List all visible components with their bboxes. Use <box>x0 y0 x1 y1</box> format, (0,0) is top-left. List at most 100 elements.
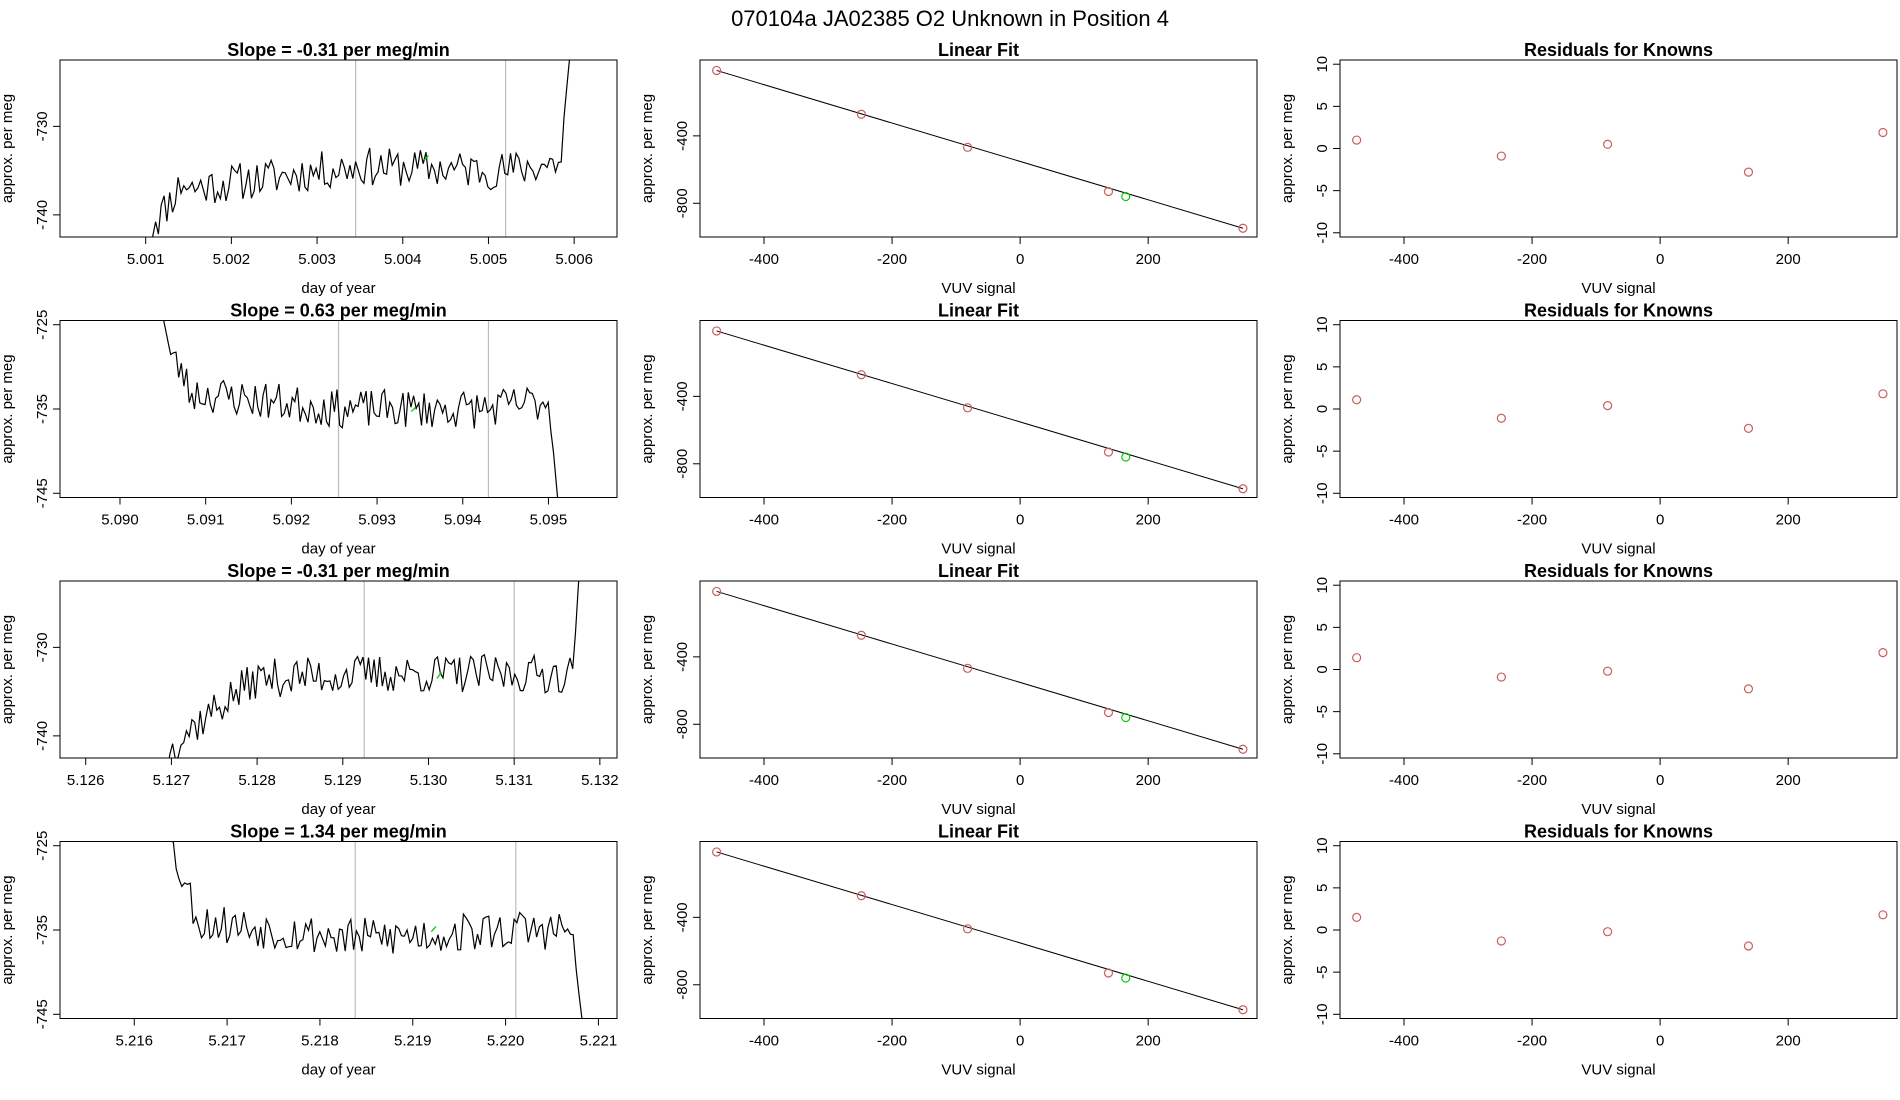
y-tick-label: -10 <box>1314 743 1331 765</box>
plot-area <box>712 847 1248 1015</box>
residuals-panel-4: Residuals for Knowns VUV signal approx. pe… <box>1279 822 1898 1079</box>
plot-frame <box>699 841 1258 1019</box>
residuals-panel-2: Residuals for Knowns VUV signal approx. pe… <box>1279 301 1898 558</box>
plot-frame <box>1339 580 1898 759</box>
known-point <box>1878 389 1888 399</box>
x-axis-label: day of year <box>301 1062 375 1079</box>
x-tick-label: 0 <box>1656 1033 1664 1050</box>
x-axis-label: day of year <box>301 541 375 558</box>
x-tick-label: -200 <box>1517 1033 1547 1050</box>
plot-area <box>712 65 1248 233</box>
panel-title: Slope = 0.63 per meg/min <box>230 301 447 321</box>
x-tick-label: -200 <box>1517 251 1547 268</box>
plot-frame <box>699 320 1258 498</box>
x-tick-label: -400 <box>749 512 779 529</box>
y-tick-label: -5 <box>1314 444 1331 457</box>
known-point <box>1103 968 1114 978</box>
plot-area <box>712 586 1248 754</box>
plot-frame <box>59 59 618 238</box>
panel-title: Linear Fit <box>938 40 1019 60</box>
drift-panel-4: Slope = 1.34 per meg/min day of year appro… <box>0 822 618 1079</box>
y-tick-label: -10 <box>1314 482 1331 504</box>
known-point <box>1878 127 1888 138</box>
y-tick-label: -740 <box>34 721 51 751</box>
y-axis-label: approx. per meg <box>639 615 656 724</box>
y-tick-label: 5 <box>1314 623 1331 631</box>
x-tick-label: 5.002 <box>213 251 251 268</box>
x-tick-label: 200 <box>1136 1033 1161 1050</box>
x-axis-label: VUV signal <box>1581 541 1655 558</box>
unknown-sample-segment <box>430 926 437 933</box>
known-point <box>1352 135 1362 145</box>
known-point <box>1603 666 1613 676</box>
y-axis-label: approx. per meg <box>0 875 16 984</box>
x-tick-label: 5.128 <box>238 772 276 789</box>
plot-frame <box>59 580 618 759</box>
known-point <box>1603 927 1613 937</box>
y-tick-label: -740 <box>34 200 51 230</box>
y-tick-label: 0 <box>1314 926 1331 934</box>
plot-area <box>712 326 1248 494</box>
panel-title: Slope = 1.34 per meg/min <box>230 822 447 842</box>
panel-title: Slope = -0.31 per meg/min <box>227 40 450 60</box>
linear-fit-panel-4: Linear Fit VUV signal approx. per meg -400 -… <box>639 822 1258 1079</box>
x-tick-label: 0 <box>1016 1033 1024 1050</box>
known-point <box>963 663 973 673</box>
known-point <box>963 924 973 934</box>
plot-frame <box>1339 320 1898 498</box>
known-point <box>1743 423 1754 433</box>
x-tick-label: 0 <box>1656 772 1664 789</box>
y-axis-label: approx. per meg <box>639 354 656 463</box>
known-point <box>1496 413 1506 423</box>
known-point <box>1878 910 1888 920</box>
plot-frame <box>59 841 618 1019</box>
x-tick-label: -400 <box>749 251 779 268</box>
fit-line <box>716 69 1244 229</box>
y-tick-label: -400 <box>674 902 691 932</box>
x-tick-label: 5.003 <box>298 251 336 268</box>
plot-area <box>1352 648 1888 694</box>
x-tick-label: 5.091 <box>187 512 225 529</box>
x-tick-label: -400 <box>1389 1033 1419 1050</box>
x-tick-label: 5.094 <box>444 512 482 529</box>
x-tick-label: 200 <box>1776 251 1801 268</box>
y-tick-label: 10 <box>1314 56 1331 73</box>
plot-area <box>163 320 559 498</box>
known-point <box>856 891 866 901</box>
y-axis-label: approx. per meg <box>0 354 16 463</box>
y-tick-label: 5 <box>1314 884 1331 892</box>
unknown-sample-segment <box>423 155 429 161</box>
plot-area <box>152 60 571 237</box>
x-tick-label: -200 <box>877 512 907 529</box>
known-point <box>1496 936 1506 946</box>
y-tick-label: -800 <box>674 449 691 479</box>
x-tick-label: -200 <box>1517 512 1547 529</box>
x-tick-label: 200 <box>1776 1033 1801 1050</box>
x-tick-label: -200 <box>877 772 907 789</box>
x-tick-label: -400 <box>749 1033 779 1050</box>
x-tick-label: 5.216 <box>115 1033 153 1050</box>
x-tick-label: 0 <box>1016 251 1024 268</box>
known-point <box>1496 151 1506 161</box>
known-point <box>1496 672 1506 682</box>
y-tick-label: -725 <box>34 310 51 340</box>
known-point <box>712 847 722 857</box>
x-tick-label: 0 <box>1656 251 1664 268</box>
x-axis-label: VUV signal <box>941 541 1015 558</box>
y-tick-label: -400 <box>674 642 691 672</box>
y-tick-label: -725 <box>34 831 51 861</box>
known-point <box>963 142 973 152</box>
residuals-panel-3: Residuals for Knowns VUV signal approx. pe… <box>1279 561 1898 818</box>
x-tick-label: 5.004 <box>384 251 422 268</box>
known-point <box>1603 139 1613 149</box>
y-axis-label: approx. per meg <box>1279 875 1296 984</box>
y-tick-label: -745 <box>34 999 51 1029</box>
known-point <box>963 403 973 413</box>
x-tick-label: 200 <box>1776 512 1801 529</box>
panel-title: Residuals for Knowns <box>1524 561 1713 581</box>
y-tick-label: -5 <box>1314 705 1331 718</box>
x-tick-label: 5.221 <box>580 1033 618 1050</box>
drift-panel-1: Slope = -0.31 per meg/min day of year appr… <box>0 40 618 297</box>
plot-area <box>171 841 583 1019</box>
drift-panel-3: Slope = -0.31 per meg/min day of year appr… <box>0 561 619 818</box>
